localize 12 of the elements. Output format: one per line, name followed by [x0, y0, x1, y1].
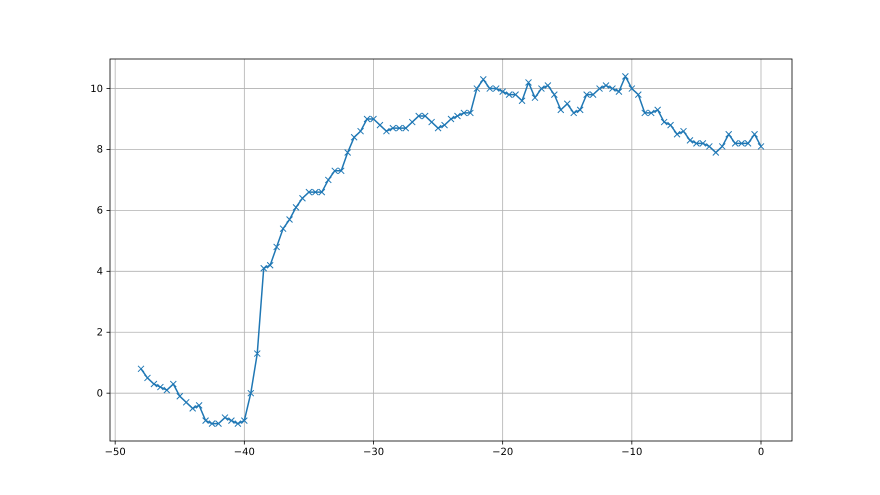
x-tick-label: −50 [104, 447, 126, 458]
y-tick-label: 6 [96, 206, 103, 217]
x-tick-label: 0 [758, 447, 764, 458]
x-tick-label: −40 [234, 447, 255, 458]
x-tick-label: −10 [621, 447, 642, 458]
y-tick-label: 10 [90, 84, 103, 95]
y-tick-label: 0 [96, 388, 103, 400]
y-tick-label: 2 [96, 327, 103, 338]
x-tick-label: −20 [492, 447, 514, 458]
x-tick-label: −30 [362, 447, 384, 458]
y-tick-label: 4 [96, 266, 103, 278]
y-tick-label: 8 [96, 144, 103, 156]
